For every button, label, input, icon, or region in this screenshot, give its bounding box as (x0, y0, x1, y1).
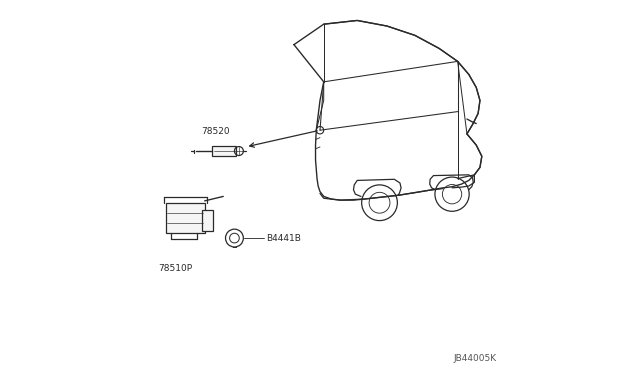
Text: JB44005K: JB44005K (454, 354, 497, 363)
FancyBboxPatch shape (166, 203, 205, 232)
Text: B4441B: B4441B (266, 234, 301, 243)
Text: 78520: 78520 (202, 127, 230, 136)
FancyBboxPatch shape (202, 210, 213, 231)
FancyBboxPatch shape (212, 146, 236, 156)
Text: 78510P: 78510P (158, 264, 192, 273)
